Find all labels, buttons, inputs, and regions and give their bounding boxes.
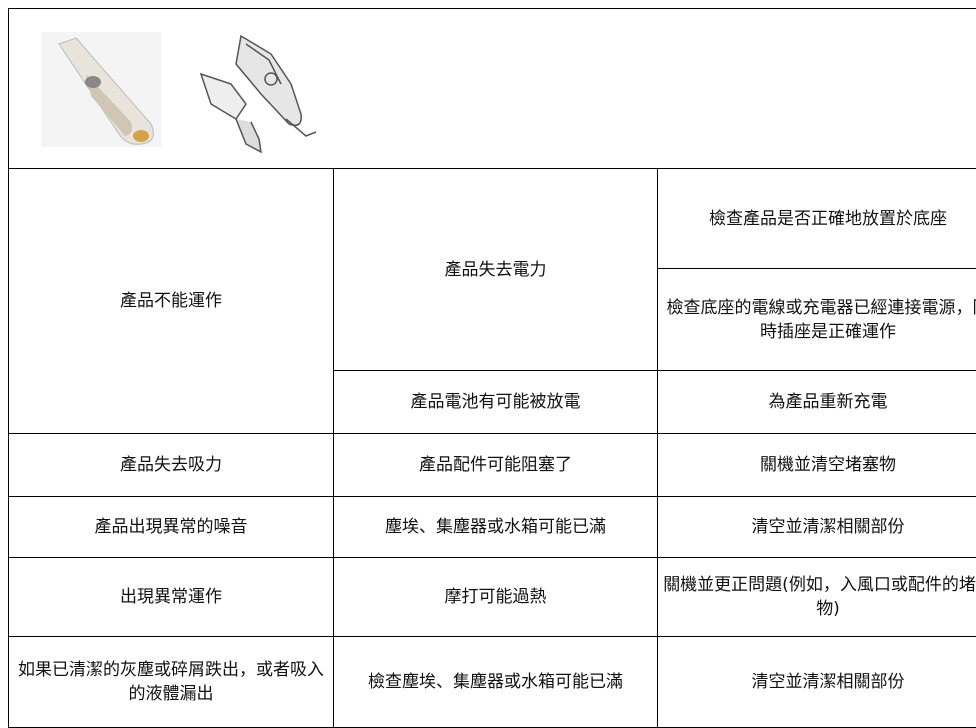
problem-cell: 如果已清潔的灰塵或碎屑跌出，或者吸入的液體漏出 [9,637,334,728]
cause-cell: 檢查塵埃、集塵器或水箱可能已滿 [334,637,658,728]
solution-cell: 檢查底座的電線或充電器已經連接電源，同時插座是正確運作 [658,269,976,371]
problem-cell: 出現異常運作 [9,558,334,637]
solution-cell: 為產品重新充電 [658,371,976,434]
table-container: 產品不能運作 產品失去電力 檢查產品是否正確地放置於底座 檢查底座的電線或充電器… [8,8,976,728]
cause-cell: 摩打可能過熱 [334,558,658,637]
solution-cell: 檢查產品是否正確地放置於底座 [658,169,976,269]
solution-cell: 關機並更正問題(例如，入風口或配件的堵塞物) [658,558,976,637]
problem-cell: 產品不能運作 [9,169,334,434]
cause-cell: 產品配件可能阻塞了 [334,434,658,497]
stick-vacuum [201,36,316,152]
troubleshooting-table: 產品不能運作 產品失去電力 檢查產品是否正確地放置於底座 檢查底座的電線或充電器… [8,8,976,728]
solution-cell: 清空並清潔相關部份 [658,497,976,558]
problem-cell: 產品失去吸力 [9,434,334,497]
cause-cell: 產品失去電力 [334,169,658,371]
problem-cell: 產品出現異常的噪音 [9,497,334,558]
handheld-vacuum [41,32,161,147]
cause-cell: 產品電池有可能被放電 [334,371,658,434]
cause-cell: 塵埃、集塵器或水箱可能已滿 [334,497,658,558]
product-images [31,24,331,154]
product-image-cell [9,9,976,169]
image-row [9,9,976,169]
solution-cell: 清空並清潔相關部份 [658,637,976,728]
solution-cell: 關機並清空堵塞物 [658,434,976,497]
